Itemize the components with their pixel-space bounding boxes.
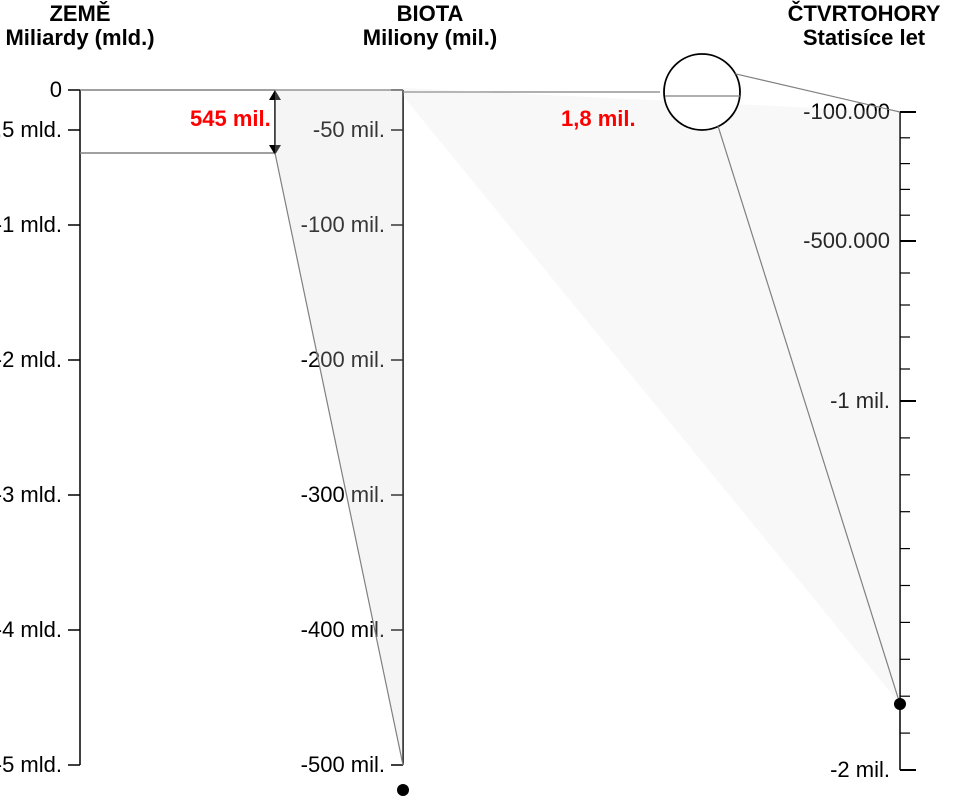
header-zeme-line1: ZEMĚ: [49, 1, 110, 26]
dot-ctvr: [894, 698, 906, 710]
axis-zeme-label: -5 mld.: [0, 752, 62, 777]
header-ctvr-line2: Statisíce let: [803, 25, 926, 50]
header-biota-line2: Miliony (mil.): [363, 25, 497, 50]
highlight-circle: [664, 54, 740, 130]
axis-zeme-label: -0,5 mld.: [0, 117, 62, 142]
label-1-8mil: 1,8 mil.: [561, 106, 636, 131]
axis-ctvr-label: -2 mil.: [830, 757, 890, 782]
axis-zeme-label: -4 mld.: [0, 617, 62, 642]
header-ctvr-line1: ČTVRTOHORY: [788, 1, 941, 26]
axis-biota-label: -500 mil.: [301, 752, 385, 777]
header-zeme-line2: Miliardy (mld.): [5, 25, 154, 50]
header-biota-line1: BIOTA: [397, 1, 464, 26]
axis-zeme-label: 0: [50, 77, 62, 102]
dot-biota-bottom: [397, 784, 409, 796]
axis-zeme-label: -1 mld.: [0, 212, 62, 237]
axis-zeme-label: -2 mld.: [0, 347, 62, 372]
label-545mil: 545 mil.: [190, 106, 271, 131]
axis-zeme-label: -3 mld.: [0, 482, 62, 507]
